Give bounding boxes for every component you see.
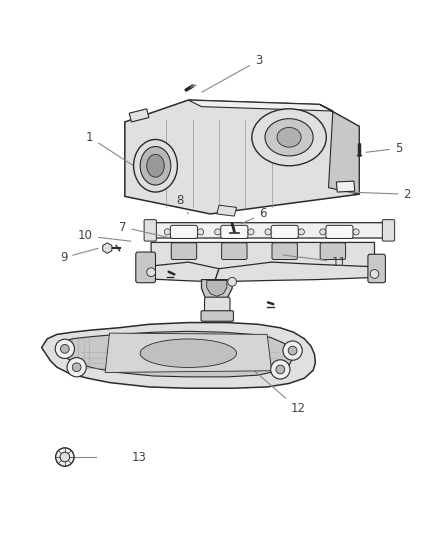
Polygon shape: [42, 322, 315, 388]
FancyBboxPatch shape: [222, 243, 247, 260]
Circle shape: [228, 278, 237, 286]
Circle shape: [276, 365, 285, 374]
Circle shape: [370, 270, 379, 278]
Polygon shape: [217, 205, 237, 216]
Circle shape: [215, 229, 221, 235]
FancyBboxPatch shape: [271, 225, 298, 238]
Polygon shape: [145, 262, 219, 282]
Circle shape: [60, 452, 70, 462]
Polygon shape: [125, 100, 359, 214]
FancyBboxPatch shape: [272, 243, 297, 260]
Polygon shape: [215, 262, 374, 282]
Text: 6: 6: [241, 207, 267, 224]
Circle shape: [55, 339, 74, 359]
Circle shape: [298, 229, 304, 235]
FancyBboxPatch shape: [136, 252, 155, 282]
Text: 5: 5: [366, 142, 402, 155]
Ellipse shape: [252, 109, 326, 166]
Circle shape: [288, 346, 297, 355]
FancyBboxPatch shape: [171, 243, 197, 260]
Circle shape: [248, 229, 254, 235]
Polygon shape: [201, 280, 232, 307]
Circle shape: [271, 360, 290, 379]
Polygon shape: [207, 280, 227, 296]
FancyBboxPatch shape: [221, 225, 248, 238]
Text: 1: 1: [86, 131, 138, 168]
Text: 10: 10: [78, 229, 131, 243]
Polygon shape: [105, 333, 272, 373]
FancyBboxPatch shape: [382, 220, 395, 241]
Text: 3: 3: [202, 54, 262, 92]
Circle shape: [283, 341, 302, 360]
Polygon shape: [103, 243, 112, 253]
FancyBboxPatch shape: [326, 225, 353, 238]
Circle shape: [147, 268, 155, 277]
Polygon shape: [57, 332, 293, 377]
Polygon shape: [151, 223, 392, 238]
Polygon shape: [320, 104, 359, 194]
Circle shape: [164, 229, 170, 235]
FancyBboxPatch shape: [320, 243, 346, 260]
Circle shape: [72, 363, 81, 372]
FancyBboxPatch shape: [205, 297, 230, 317]
Ellipse shape: [277, 127, 301, 147]
Text: 11: 11: [283, 255, 347, 269]
Ellipse shape: [265, 119, 313, 156]
Ellipse shape: [134, 140, 177, 192]
Text: 9: 9: [60, 248, 98, 264]
Circle shape: [56, 448, 74, 466]
Circle shape: [198, 229, 204, 235]
Text: 13: 13: [131, 450, 146, 464]
Polygon shape: [129, 109, 149, 122]
Circle shape: [353, 229, 359, 235]
FancyBboxPatch shape: [170, 225, 198, 238]
Circle shape: [320, 229, 326, 235]
Polygon shape: [145, 243, 381, 271]
Text: 7: 7: [119, 221, 168, 237]
FancyBboxPatch shape: [201, 311, 233, 321]
Text: 8: 8: [176, 195, 188, 214]
Ellipse shape: [140, 147, 171, 185]
Text: 2: 2: [349, 188, 411, 201]
Ellipse shape: [140, 339, 237, 367]
Ellipse shape: [147, 155, 164, 177]
FancyBboxPatch shape: [368, 254, 385, 282]
Circle shape: [265, 229, 271, 235]
Polygon shape: [188, 100, 333, 111]
Polygon shape: [336, 181, 355, 192]
Text: 12: 12: [230, 349, 305, 415]
FancyBboxPatch shape: [144, 220, 156, 241]
Circle shape: [60, 344, 69, 353]
Circle shape: [67, 358, 86, 377]
